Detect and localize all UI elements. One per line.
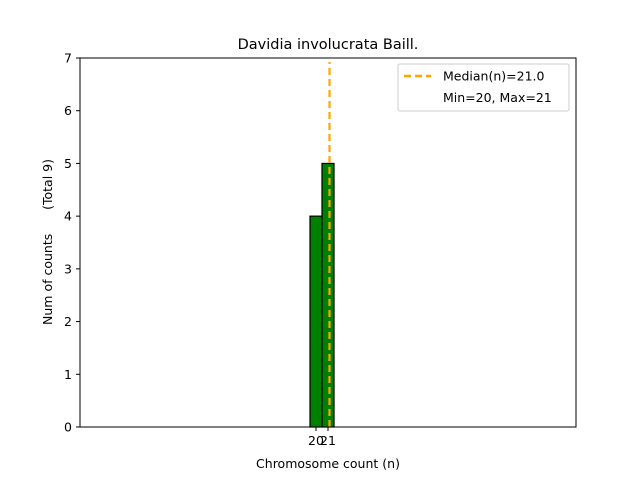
bar-21	[321, 162, 335, 428]
y-tick-label: 5	[64, 156, 72, 171]
legend-entry-minmax: Min=20, Max=21	[443, 90, 552, 105]
legend-entry-median: Median(n)=21.0	[443, 69, 544, 84]
y-tick-label: 6	[64, 103, 72, 118]
axes-frame	[79, 57, 577, 428]
x-tick-label: 20	[308, 433, 324, 448]
y-axis-label: Num of counts (Total 9)	[40, 159, 55, 325]
y-tick-label: 3	[64, 261, 72, 276]
bar-20	[309, 215, 323, 428]
x-tick-label: 21	[320, 433, 336, 448]
plot-area	[80, 62, 368, 428]
chart-title: Davidia involucrata Baill.	[238, 37, 419, 53]
legend: Median(n)=21.0 Min=20, Max=21	[397, 63, 570, 112]
y-axis-ticks: 0 1 2 3 4 5 6 7	[64, 51, 80, 435]
legend-box	[397, 63, 570, 112]
y-tick-label: 1	[64, 367, 72, 382]
y-tick-label: 2	[64, 314, 72, 329]
y-tick-label: 4	[64, 209, 72, 224]
y-tick-label: 7	[64, 51, 72, 66]
x-axis-label: Chromosome count (n)	[256, 456, 400, 471]
y-tick-label: 0	[64, 420, 72, 435]
